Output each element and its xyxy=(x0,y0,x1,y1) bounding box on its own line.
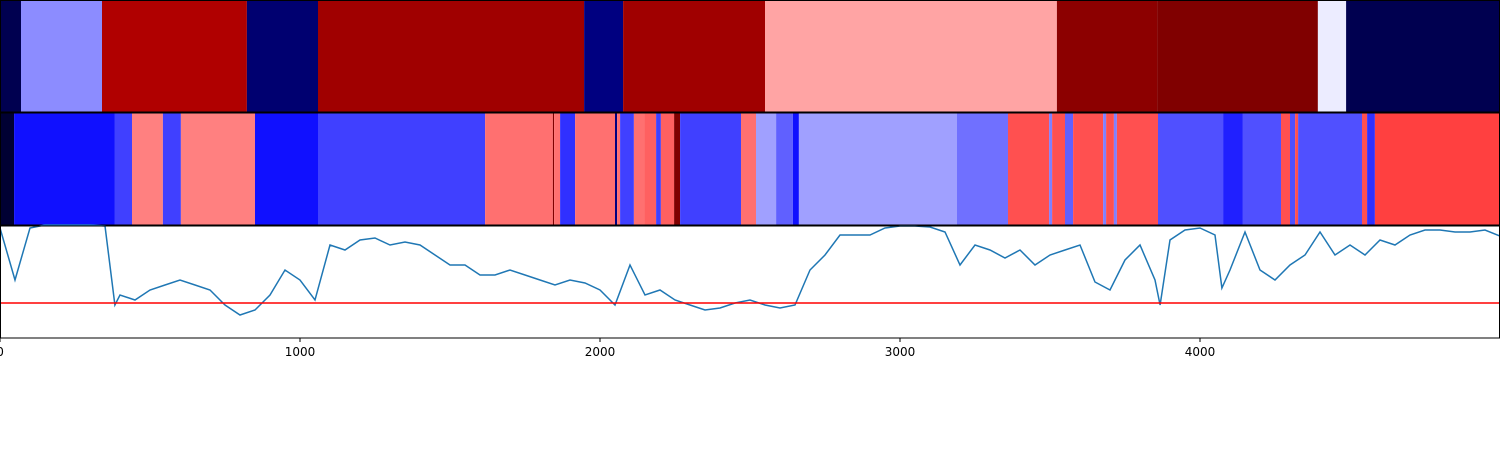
strip-segment xyxy=(575,113,615,225)
strip-segment xyxy=(756,113,777,225)
strip-segment xyxy=(792,113,799,225)
strip-segment xyxy=(644,113,657,225)
strip-segment xyxy=(1103,113,1107,225)
strip-segment xyxy=(617,113,621,225)
strip-segment xyxy=(162,113,181,225)
strip-segment xyxy=(102,0,247,112)
strip-segment xyxy=(1106,113,1114,225)
strip-segment xyxy=(1346,0,1500,112)
strip-segment xyxy=(1116,113,1158,225)
strip-segment xyxy=(623,0,765,112)
strip-segment xyxy=(180,113,255,225)
strip-segment xyxy=(633,113,645,225)
strip-segment xyxy=(957,113,1008,225)
strip-segment xyxy=(318,0,585,112)
strip-segment xyxy=(1223,113,1243,225)
strip-segment xyxy=(1052,113,1065,225)
strip-segment xyxy=(1374,113,1500,225)
strip-segment xyxy=(1298,113,1362,225)
strip-segment xyxy=(0,0,21,112)
strip-segment xyxy=(1158,113,1224,225)
strip-segment xyxy=(765,0,1057,112)
x-tick-label: 1000 xyxy=(285,345,316,359)
strip-segment xyxy=(1281,113,1290,225)
strip-segment xyxy=(560,113,576,225)
strip-segment xyxy=(660,113,675,225)
strip-segment xyxy=(680,113,741,225)
strip-segment xyxy=(0,113,15,225)
x-tick-label: 3000 xyxy=(885,345,916,359)
data-line xyxy=(0,224,1500,316)
strip-segment xyxy=(1056,0,1158,112)
strip-segment xyxy=(1008,113,1050,225)
strip-segment xyxy=(674,113,681,225)
strip-segment xyxy=(1317,0,1347,112)
strip-segment xyxy=(776,113,793,225)
strip-segment xyxy=(552,113,555,225)
strip-segment xyxy=(21,0,102,112)
strip-segment xyxy=(1073,113,1104,225)
strip-segment xyxy=(1065,113,1074,225)
strip-segment xyxy=(798,113,957,225)
strip-segment xyxy=(114,113,132,225)
strip-segment xyxy=(132,113,163,225)
x-tick-label: 2000 xyxy=(585,345,616,359)
strip-segment xyxy=(615,113,618,225)
strip-segment xyxy=(1295,113,1299,225)
strip-segment xyxy=(1157,0,1318,112)
strip-segment xyxy=(1242,113,1281,225)
strip-segment xyxy=(1049,113,1053,225)
strip-segment xyxy=(1290,113,1296,225)
strip-segment xyxy=(485,113,553,225)
strip-segment xyxy=(584,0,624,112)
strip-segment xyxy=(554,113,561,225)
strip-segment xyxy=(656,113,661,225)
strip-segment xyxy=(1362,113,1368,225)
panel-frame xyxy=(0,225,1500,339)
strip-segment xyxy=(318,113,486,225)
strip-segment xyxy=(1367,113,1375,225)
strip-segment xyxy=(1113,113,1117,225)
x-tick-label: 4000 xyxy=(1185,345,1216,359)
x-tick-label: 0 xyxy=(0,345,4,359)
strip-segment xyxy=(620,113,634,225)
strip-segment xyxy=(14,113,115,225)
strip-segment xyxy=(246,0,318,112)
strip-segment xyxy=(255,113,318,225)
strip-segment xyxy=(741,113,756,225)
